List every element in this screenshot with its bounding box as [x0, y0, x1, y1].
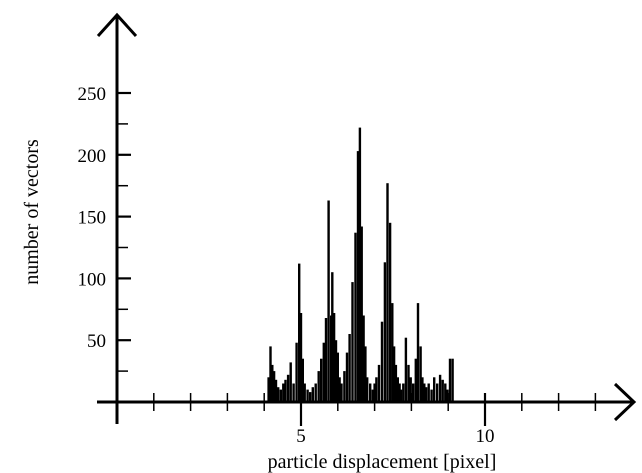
bar — [267, 377, 270, 402]
bar — [369, 383, 372, 402]
bar — [414, 358, 417, 402]
x-tick-label: 10 — [476, 426, 495, 447]
bar — [391, 303, 394, 402]
bar — [419, 346, 422, 402]
bar — [314, 383, 317, 402]
bar — [407, 364, 410, 402]
bar — [298, 263, 301, 402]
bar — [386, 183, 389, 402]
bar — [394, 364, 398, 402]
bar — [373, 383, 376, 402]
bar-group — [267, 127, 454, 402]
bar — [404, 337, 408, 402]
y-tick-label: 200 — [78, 146, 107, 167]
bar — [336, 352, 339, 402]
bar — [362, 315, 365, 402]
bar — [377, 364, 381, 402]
bar — [343, 371, 346, 402]
y-tick-label: 250 — [78, 84, 107, 105]
bar — [448, 358, 452, 402]
y-axis-arrowhead — [96, 12, 138, 38]
bar — [295, 342, 298, 402]
bar — [279, 389, 282, 402]
y-tick-group: 50 100 150 200 250 — [78, 84, 131, 372]
bar — [301, 358, 304, 402]
bar — [284, 379, 287, 402]
bar — [441, 379, 444, 402]
bar — [451, 358, 454, 402]
bar — [360, 226, 363, 402]
bar — [320, 358, 323, 402]
bar — [351, 282, 354, 402]
bar — [331, 272, 334, 402]
bar — [371, 389, 374, 402]
bar — [299, 313, 303, 402]
bar — [412, 383, 415, 402]
bar — [309, 392, 312, 402]
bar — [388, 222, 392, 402]
y-tick-label: 50 — [87, 331, 106, 352]
bar — [409, 377, 412, 402]
bar — [423, 383, 426, 402]
bar — [438, 374, 442, 402]
x-tick-label: 5 — [296, 426, 306, 447]
bar — [271, 364, 274, 402]
bar — [427, 383, 430, 402]
bar — [274, 379, 278, 402]
bar — [340, 383, 343, 402]
bar — [277, 387, 280, 402]
bar — [317, 371, 320, 402]
bar — [364, 346, 367, 402]
bar — [324, 318, 328, 402]
bar — [366, 377, 369, 402]
bar — [272, 371, 276, 402]
bar — [311, 387, 314, 402]
bar — [424, 387, 428, 402]
bar — [306, 389, 309, 402]
bar — [444, 383, 447, 402]
bar — [345, 352, 349, 402]
y-tick-label: 150 — [78, 208, 107, 229]
x-axis-arrowhead — [613, 382, 637, 422]
bar — [396, 377, 399, 402]
bar — [327, 200, 330, 402]
bar — [398, 383, 401, 402]
x-axis-title: particle displacement [pixel] — [268, 451, 497, 473]
bar — [356, 151, 360, 402]
x-tick-group: 5 10 — [153, 393, 597, 447]
bar — [334, 340, 338, 402]
bar — [421, 377, 424, 402]
bar — [292, 383, 295, 402]
bar — [358, 127, 362, 402]
bar — [375, 377, 378, 402]
bar — [303, 383, 306, 402]
bar — [338, 377, 341, 402]
bar — [430, 389, 433, 402]
bar — [322, 342, 325, 402]
bar — [332, 313, 336, 402]
bar — [433, 377, 436, 402]
bar — [380, 321, 384, 402]
bar — [286, 374, 290, 402]
bar — [436, 383, 439, 402]
bar — [354, 232, 357, 402]
bar — [399, 389, 403, 402]
bar — [392, 346, 396, 402]
bar — [269, 346, 272, 402]
bar — [282, 383, 285, 402]
bar — [416, 303, 420, 402]
y-tick-label: 100 — [78, 269, 107, 290]
bar — [383, 262, 387, 402]
bar — [289, 362, 292, 402]
bar — [348, 334, 351, 402]
y-axis-title: number of vectors — [21, 139, 43, 285]
bar — [402, 383, 405, 402]
